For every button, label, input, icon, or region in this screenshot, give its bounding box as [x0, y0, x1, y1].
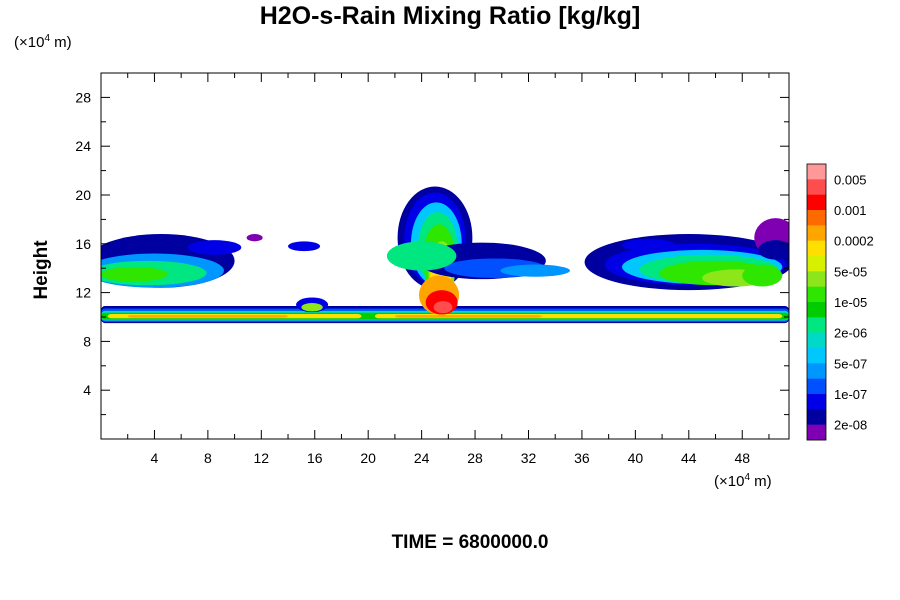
- colorbar-label: 1e-05: [834, 295, 867, 310]
- y-axis: 4 8 12 16 20 24 28: [75, 89, 789, 416]
- colorbar-swatch: [807, 240, 826, 257]
- colorbar-frame: [806, 163, 827, 441]
- field-band: [394, 315, 542, 318]
- x-tick-label: 16: [307, 450, 323, 466]
- colorbar: 0.005 0.001 0.0002 5e-05 1e-05 2e-06 5e-07 1e-0…: [806, 163, 874, 441]
- y-tick-label: 16: [75, 236, 91, 252]
- x-axis-unit: (×104 m): [714, 472, 772, 490]
- y-tick-label: 8: [83, 333, 91, 349]
- y-unit-suffix: m): [50, 34, 72, 51]
- colorbar-swatch: [807, 286, 826, 303]
- rain-field: [101, 186, 789, 324]
- colorbar-swatch: [807, 179, 826, 195]
- field-blob: [433, 301, 453, 314]
- colorbar-label: 0.0002: [834, 234, 874, 249]
- field-blob: [622, 238, 676, 252]
- field-blob: [386, 241, 457, 271]
- colorbar-swatch: [807, 348, 826, 364]
- x-tick-label: 44: [681, 450, 697, 466]
- colorbar-label: 5e-07: [834, 356, 867, 371]
- colorbar-swatch: [807, 256, 826, 272]
- plot-frame: [100, 72, 790, 440]
- x-unit-prefix: (×10: [714, 473, 745, 490]
- field-blob: [101, 266, 168, 282]
- colorbar-label: 5e-05: [834, 264, 867, 279]
- field-blob: [246, 234, 263, 242]
- x-tick-label: 28: [467, 450, 483, 466]
- colorbar-swatch: [807, 225, 826, 241]
- x-tick-label: 8: [204, 450, 212, 466]
- x-unit-suffix: m): [750, 473, 772, 490]
- x-axis: 4 8 12 16 20 24 28 32 36 40 44 48: [127, 73, 770, 466]
- colorbar-label: 0.005: [834, 172, 867, 187]
- colorbar-swatch: [807, 363, 826, 379]
- field-blob: [301, 302, 323, 312]
- x-unit-exponent: 4: [744, 472, 751, 483]
- field-blob: [187, 240, 242, 255]
- y-tick-label: 20: [75, 187, 91, 203]
- field-band: [127, 315, 289, 318]
- y-tick-label: 24: [75, 138, 91, 154]
- colorbar-swatch: [807, 424, 826, 441]
- x-tick-label: 24: [414, 450, 430, 466]
- chart-title: H2O-s-Rain Mixing Ratio [kg/kg]: [259, 2, 641, 30]
- colorbar-swatch: [807, 409, 826, 425]
- y-tick-label: 28: [75, 89, 91, 105]
- x-tick-label: 20: [360, 450, 376, 466]
- field-blob: [500, 264, 570, 277]
- x-tick-label: 36: [574, 450, 590, 466]
- colorbar-swatch: [807, 210, 826, 226]
- y-unit-exponent: 4: [44, 33, 51, 44]
- time-label: TIME = 6800000.0: [391, 532, 549, 553]
- field-blob: [758, 240, 789, 260]
- colorbar-label: 1e-07: [834, 387, 867, 402]
- field-blob: [742, 264, 783, 287]
- colorbar-swatch: [807, 332, 826, 349]
- colorbar-swatch: [807, 378, 826, 395]
- colorbar-label: 0.001: [834, 203, 867, 218]
- colorbar-label: 2e-08: [834, 418, 867, 433]
- colorbar-swatch: [807, 164, 826, 180]
- x-tick-label: 32: [521, 450, 537, 466]
- y-axis-unit: (×104 m): [14, 33, 72, 51]
- y-tick-label: 12: [75, 285, 91, 301]
- colorbar-swatch: [807, 302, 826, 318]
- x-tick-label: 48: [734, 450, 750, 466]
- y-unit-prefix: (×10: [14, 34, 45, 51]
- y-tick-label: 4: [83, 382, 91, 398]
- x-tick-label: 40: [628, 450, 644, 466]
- colorbar-swatch: [807, 394, 826, 410]
- colorbar-label: 2e-06: [834, 326, 867, 341]
- colorbar-swatch: [807, 194, 826, 211]
- x-tick-label: 4: [151, 450, 159, 466]
- colorbar-swatch: [807, 317, 826, 333]
- colorbar-swatch: [807, 271, 826, 287]
- field-blob: [288, 241, 321, 252]
- x-tick-label: 12: [254, 450, 270, 466]
